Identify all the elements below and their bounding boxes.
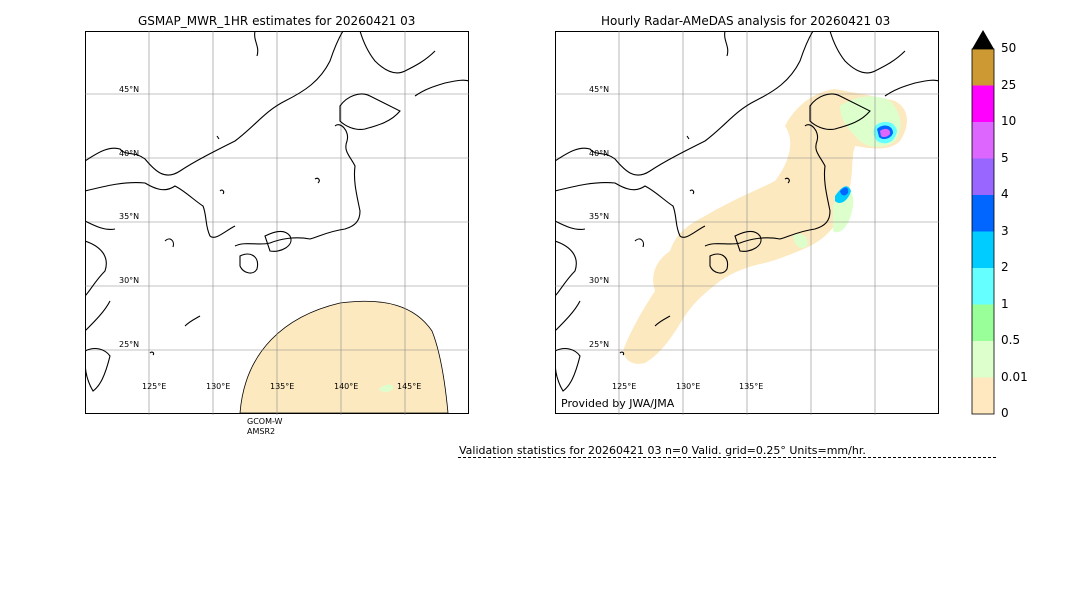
colorbar-tick-label: 10 — [1001, 114, 1017, 128]
colorbar-tick-label: 5 — [1001, 150, 1009, 165]
lat-label: 25°N — [589, 340, 610, 349]
lat-label: 30°N — [589, 276, 610, 285]
lon-label: 125°E — [612, 382, 637, 391]
lat-label: 35°N — [119, 212, 140, 221]
colorbar-tick-label: 0 — [1001, 406, 1009, 420]
data-credit: Provided by JWA/JMA — [561, 397, 675, 410]
colorbar-tick-label: 1 — [1001, 296, 1009, 311]
lon-label: 135°E — [270, 382, 295, 391]
left-map-title: GSMAP_MWR_1HR estimates for 20260421 03 — [138, 14, 416, 28]
colorbar-tick-label: 50 — [1001, 41, 1017, 55]
lat-label: 40°N — [589, 149, 610, 158]
colorbar-segment — [972, 158, 994, 195]
lat-label: 45°N — [119, 85, 140, 94]
colorbar-extend-arrow — [972, 30, 994, 49]
satellite-swath — [239, 300, 449, 414]
colorbar-tick-label: 2 — [1001, 260, 1009, 274]
left-map — [85, 31, 469, 415]
validation-underline — [458, 457, 996, 458]
colorbar — [971, 30, 995, 415]
lon-label: 130°E — [676, 382, 701, 391]
colorbar-tick-label: 25 — [1001, 77, 1017, 92]
colorbar-segment — [972, 231, 994, 268]
lat-label: 40°N — [119, 149, 140, 158]
coastlines — [85, 31, 469, 392]
colorbar-tick-label: 0.5 — [1001, 333, 1021, 347]
colorbar-segment — [972, 268, 994, 305]
colorbar-tick-label: 4 — [1001, 187, 1009, 201]
sensor-label: GCOM-W AMSR2 — [247, 417, 282, 437]
colorbar-segment — [972, 122, 994, 159]
colorbar-tick-label: 0.01 — [1001, 369, 1028, 384]
lon-label: 130°E — [206, 382, 231, 391]
lon-label: 135°E — [739, 382, 764, 391]
colorbar-segment — [972, 304, 994, 341]
coastlines — [555, 31, 939, 392]
colorbar-segment — [972, 195, 994, 232]
lat-label: 30°N — [119, 276, 140, 285]
right-map — [555, 31, 939, 415]
colorbar-segment — [972, 85, 994, 122]
validation-statistics: Validation statistics for 20260421 03 n=… — [459, 444, 866, 457]
lat-label: 35°N — [589, 212, 610, 221]
lon-label: 125°E — [142, 382, 167, 391]
colorbar-segment — [972, 377, 994, 414]
lat-label: 25°N — [119, 340, 140, 349]
colorbar-tick-label: 3 — [1001, 223, 1009, 238]
instrument-name: AMSR2 — [247, 427, 276, 436]
lat-label: 45°N — [589, 85, 610, 94]
lon-label: 145°E — [397, 382, 422, 391]
colorbar-segment — [972, 341, 994, 378]
colorbar-segment — [972, 49, 994, 86]
satellite-name: GCOM-W — [247, 417, 283, 426]
lon-label: 140°E — [334, 382, 359, 391]
right-map-title: Hourly Radar-AMeDAS analysis for 2026042… — [601, 14, 891, 28]
